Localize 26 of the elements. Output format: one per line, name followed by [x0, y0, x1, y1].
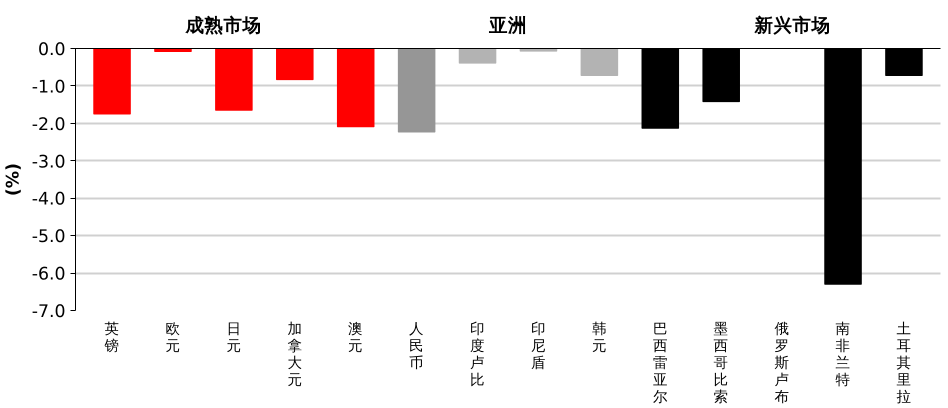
y-tick-label: -6.0: [32, 264, 66, 285]
x-tick-label: 加拿大元: [287, 320, 302, 388]
y-tick-label: -5.0: [32, 227, 66, 248]
y-tick-label: -7.0: [32, 302, 66, 322]
y-tick-label: -1.0: [32, 77, 66, 98]
x-tick-label: 印度卢比: [470, 320, 486, 388]
x-tick-label: 巴西雷亚尔: [652, 320, 668, 406]
y-axis-title: (%): [4, 162, 24, 196]
y-tick-label: -2.0: [32, 114, 66, 135]
x-tick-label: 人民币: [409, 320, 424, 372]
y-tick-label: -4.0: [32, 190, 66, 210]
x-tick-label: 印尼盾: [530, 320, 546, 372]
x-tick-label: 南非兰特: [836, 320, 851, 388]
x-tick-label: 澳元: [348, 320, 364, 354]
y-tick-label: -3.0: [32, 152, 66, 172]
x-tick-label: 英镑: [104, 320, 120, 354]
x-tick-label: 墨西哥比索: [714, 320, 729, 406]
text: 新兴市场: [753, 14, 830, 36]
text: 亚洲: [488, 14, 527, 36]
x-tick-label: 土耳其里拉: [896, 320, 912, 406]
x-tick-label: 俄罗斯卢布: [774, 320, 790, 406]
y-tick-label: 0.0: [38, 40, 66, 60]
x-tick-label: 韩元: [592, 320, 607, 354]
text: 成熟市场: [184, 14, 262, 36]
x-tick-label: 日元: [226, 320, 242, 354]
x-tick-label: 欧元: [165, 320, 180, 354]
